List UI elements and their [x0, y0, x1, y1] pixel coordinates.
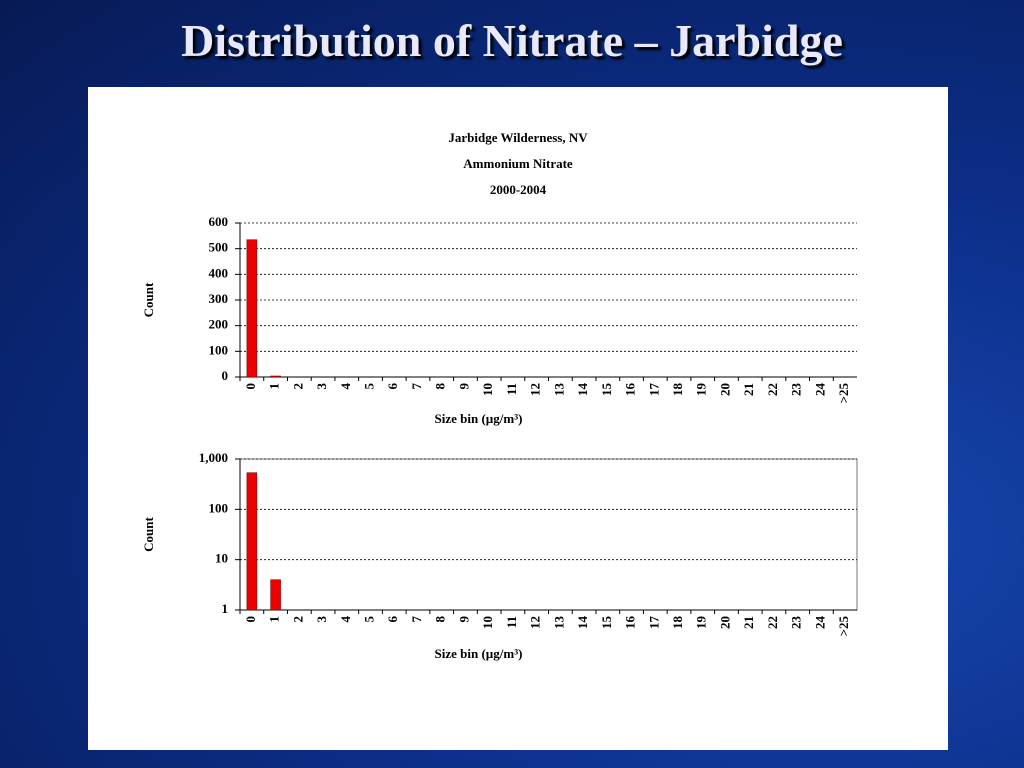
chart-panel: [88, 87, 948, 750]
x-tick-label: 3: [314, 383, 329, 390]
chart-title: Jarbidge Wilderness, NV: [448, 130, 588, 145]
x-tick-label: 8: [433, 383, 448, 390]
x-axis-label: Size bin (µg/m³): [435, 411, 523, 426]
x-tick-label: 23: [789, 616, 804, 630]
slide-title: Distribution of Nitrate – Jarbidge: [181, 15, 843, 66]
y-tick-label: 0: [222, 368, 229, 383]
x-tick-label: 21: [741, 616, 756, 629]
x-tick-label: 4: [338, 616, 353, 623]
bar: [270, 375, 281, 378]
plot-frame: [239, 458, 858, 611]
x-tick-label: 16: [623, 616, 638, 630]
x-tick-label: >25: [836, 383, 851, 404]
x-tick-label: 13: [551, 616, 566, 630]
y-tick-label: 10: [215, 551, 228, 566]
bar: [246, 472, 258, 611]
y-tick-label: 1: [222, 601, 229, 616]
x-tick-label: 20: [717, 383, 732, 396]
x-tick-label: 18: [670, 616, 685, 630]
x-tick-label: 2: [290, 383, 305, 390]
y-tick-label: 500: [209, 240, 229, 255]
x-tick-label: 15: [599, 616, 614, 630]
y-tick-label: 1,000: [199, 450, 228, 465]
chart-title: Ammonium Nitrate: [463, 156, 573, 171]
x-tick-label: >25: [836, 616, 851, 637]
x-tick-label: 16: [623, 383, 638, 397]
y-tick-label: 600: [209, 214, 229, 229]
x-tick-label: 18: [670, 383, 685, 397]
y-axis-label: Count: [141, 516, 156, 551]
y-tick-label: 400: [209, 265, 229, 280]
y-tick-label: 100: [209, 342, 229, 357]
x-tick-label: 0: [243, 616, 258, 623]
x-tick-label: 11: [504, 383, 519, 395]
x-tick-label: 13: [551, 383, 566, 397]
x-tick-label: 1: [267, 383, 282, 390]
x-tick-label: 6: [385, 616, 400, 623]
x-tick-label: 0: [243, 383, 258, 390]
x-tick-label: 10: [480, 383, 495, 396]
x-tick-label: 11: [504, 616, 519, 628]
x-tick-label: 5: [362, 383, 377, 390]
x-tick-label: 23: [789, 383, 804, 397]
x-tick-label: 24: [812, 383, 827, 397]
x-tick-label: 22: [765, 616, 780, 629]
bar: [246, 239, 258, 378]
x-tick-label: 7: [409, 616, 424, 623]
x-tick-label: 9: [456, 383, 471, 390]
x-tick-label: 19: [694, 383, 709, 397]
x-tick-label: 3: [314, 616, 329, 623]
x-tick-label: 12: [528, 383, 543, 396]
x-tick-label: 19: [694, 616, 709, 630]
x-tick-label: 14: [575, 383, 590, 397]
x-tick-label: 15: [599, 383, 614, 397]
x-tick-label: 5: [362, 616, 377, 623]
x-tick-label: 7: [409, 383, 424, 390]
x-tick-label: 12: [528, 616, 543, 629]
x-tick-label: 4: [338, 383, 353, 390]
x-tick-label: 9: [456, 616, 471, 623]
x-tick-label: 17: [646, 383, 661, 397]
x-tick-label: 10: [480, 616, 495, 629]
y-tick-label: 200: [209, 317, 229, 332]
x-tick-label: 17: [646, 616, 661, 630]
x-tick-label: 1: [267, 616, 282, 623]
x-tick-label: 20: [717, 616, 732, 629]
y-tick-label: 300: [209, 291, 229, 306]
x-tick-label: 14: [575, 616, 590, 630]
chart-title: 2000-2004: [490, 182, 547, 197]
x-tick-label: 21: [741, 383, 756, 396]
y-axis-label: Count: [141, 282, 156, 317]
x-axis-label: Size bin (µg/m³): [435, 646, 523, 661]
y-tick-label: 100: [209, 500, 229, 515]
x-tick-label: 8: [433, 616, 448, 623]
x-tick-label: 22: [765, 383, 780, 396]
x-tick-label: 24: [812, 616, 827, 630]
x-tick-label: 2: [290, 616, 305, 623]
x-tick-label: 6: [385, 383, 400, 390]
bar: [270, 579, 281, 611]
